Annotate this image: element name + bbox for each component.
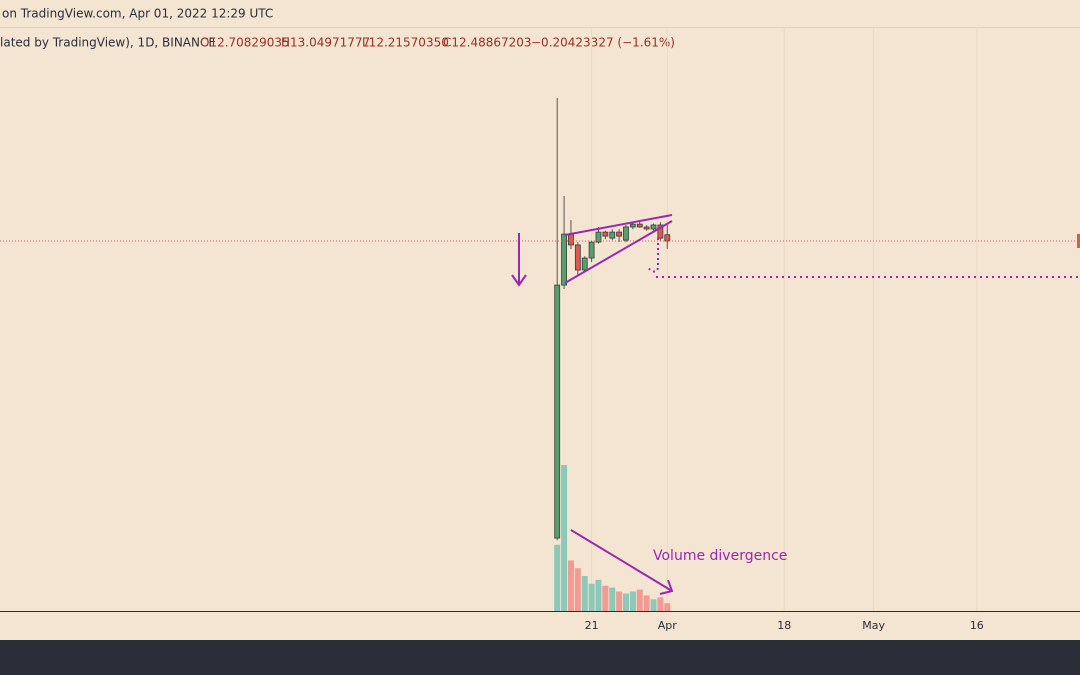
volume-bar bbox=[650, 599, 657, 611]
volume-bar bbox=[643, 595, 650, 611]
target-drop bbox=[647, 238, 659, 273]
candle-body bbox=[588, 241, 595, 259]
candle-body bbox=[657, 224, 664, 239]
legend-high: H13.04971777 bbox=[281, 36, 370, 50]
candle-body bbox=[561, 233, 567, 286]
volume-bar bbox=[567, 560, 574, 611]
candle-body bbox=[636, 223, 643, 228]
candle-body bbox=[616, 231, 623, 237]
volume-bar bbox=[622, 593, 629, 611]
annotation: Volume divergence bbox=[653, 548, 787, 564]
volume-bar bbox=[581, 575, 588, 611]
volume-bar bbox=[616, 591, 623, 611]
x-tick-label: Apr bbox=[658, 619, 678, 632]
volume-bar bbox=[609, 587, 616, 611]
footer-bar bbox=[0, 640, 1080, 675]
candle-body bbox=[623, 226, 629, 241]
candle-body bbox=[602, 231, 609, 237]
candle-body bbox=[643, 226, 650, 230]
volume-bar bbox=[588, 583, 595, 611]
drawings bbox=[511, 214, 1080, 595]
plot bbox=[0, 97, 1080, 611]
volume-bar bbox=[554, 544, 561, 611]
volume-bar bbox=[602, 585, 609, 611]
candle-body bbox=[609, 231, 616, 239]
volume-bar bbox=[636, 589, 643, 611]
candle-body bbox=[629, 223, 636, 228]
candle-body bbox=[650, 224, 657, 230]
volume-bar bbox=[574, 568, 581, 611]
volume-bar bbox=[629, 591, 636, 611]
volume-bar bbox=[595, 579, 602, 611]
candle-body bbox=[554, 284, 561, 539]
volume-bar bbox=[561, 465, 568, 611]
candle-body bbox=[581, 257, 588, 271]
candle-body bbox=[595, 231, 602, 243]
legend-open: O12.70829035 bbox=[200, 36, 290, 50]
x-tick-label: 18 bbox=[777, 619, 791, 632]
header: on TradingView.com, Apr 01, 2022 12:29 U… bbox=[2, 7, 273, 21]
candle-body bbox=[568, 233, 574, 246]
volume-arrow bbox=[570, 529, 673, 592]
candle-body bbox=[574, 244, 581, 271]
volume-bar bbox=[664, 603, 671, 611]
legend-close: C12.48867203 bbox=[443, 36, 532, 50]
grid bbox=[591, 27, 978, 611]
legend-source: lated by TradingView), 1D, BINANCE bbox=[0, 36, 216, 50]
x-tick-label: May bbox=[862, 619, 885, 632]
arrow-down-head bbox=[511, 274, 527, 287]
price-marker bbox=[1077, 233, 1080, 248]
candle-body bbox=[664, 234, 671, 242]
wedge-upper bbox=[564, 214, 673, 236]
legend-change: −0.20423327 (−1.61%) bbox=[531, 36, 675, 50]
x-axis: 21 Apr 18 May 16 bbox=[585, 619, 984, 632]
x-tick-label: 21 bbox=[585, 619, 599, 632]
volume-bar bbox=[657, 597, 664, 611]
wedge-lower bbox=[564, 220, 673, 284]
x-tick-label: 16 bbox=[970, 619, 984, 632]
legend: lated by TradingView), 1D, BINANCE O12.7… bbox=[0, 36, 675, 50]
volume-arrow-head bbox=[659, 579, 674, 595]
legend-low: L12.21570350 bbox=[362, 36, 449, 50]
